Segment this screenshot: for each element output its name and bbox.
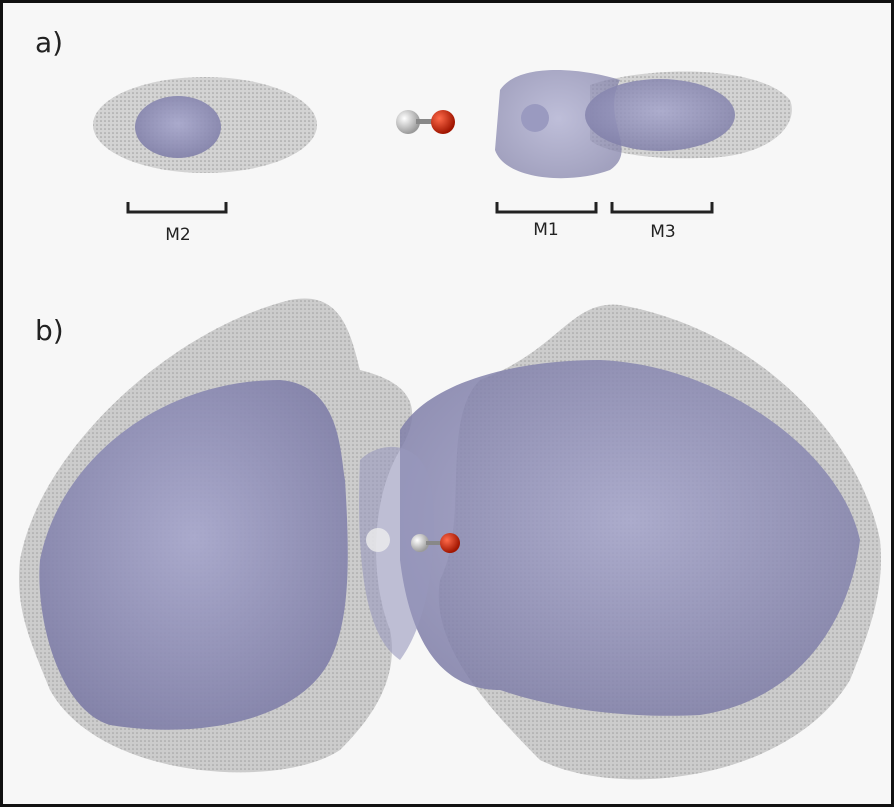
bracket-label: M2 bbox=[165, 225, 190, 245]
bond bbox=[426, 541, 442, 545]
atom bbox=[431, 110, 455, 134]
bond bbox=[416, 119, 432, 124]
panel-label: b) bbox=[35, 314, 64, 347]
figure: M2 M1 M3 a) b) bbox=[0, 0, 894, 807]
bracket-label: M3 bbox=[650, 222, 675, 242]
isosurface bbox=[135, 96, 221, 158]
lobe bbox=[366, 528, 390, 552]
bracket-label: M1 bbox=[533, 220, 558, 240]
isosurface bbox=[585, 79, 735, 151]
atom bbox=[440, 533, 460, 553]
lobe bbox=[521, 104, 549, 132]
panel-label: a) bbox=[35, 26, 63, 59]
